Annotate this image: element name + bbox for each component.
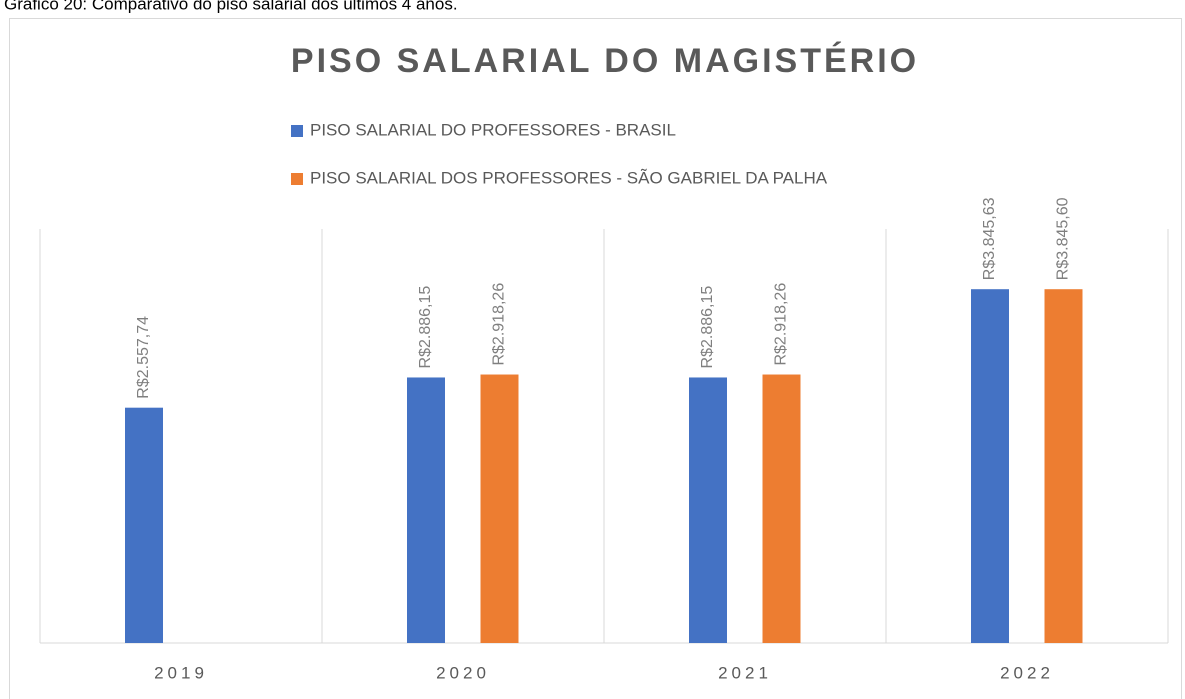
bar	[689, 377, 727, 643]
value-label: R$2.918,26	[773, 283, 790, 366]
bar	[407, 377, 445, 643]
chart-title: PISO SALARIAL DO MAGISTÉRIO	[291, 42, 919, 80]
legend-label: PISO SALARIAL DOS PROFESSORES - SÃO GABR…	[310, 168, 828, 187]
value-label: R$2.557,74	[135, 316, 152, 399]
bar	[971, 289, 1009, 643]
value-label: R$2.918,26	[491, 283, 508, 366]
x-tick-label: 2022	[1000, 663, 1054, 682]
bar	[1044, 289, 1083, 643]
legend-swatch	[291, 125, 303, 137]
legend-swatch	[291, 173, 303, 185]
bar	[480, 374, 519, 643]
chart-frame	[9, 18, 1182, 699]
value-label: R$3.845,63	[981, 197, 998, 280]
value-label: R$2.886,15	[699, 286, 716, 369]
caption: Gráfico 20: Comparativo do piso salarial…	[4, 0, 458, 13]
bar	[125, 407, 163, 643]
value-label: R$3.845,60	[1055, 197, 1072, 280]
x-tick-label: 2020	[436, 663, 490, 682]
legend-label: PISO SALARIAL DO PROFESSORES - BRASIL	[310, 120, 676, 139]
x-tick-label: 2021	[718, 663, 772, 682]
bar	[762, 374, 801, 643]
value-label: R$2.886,15	[417, 286, 434, 369]
x-tick-label: 2019	[154, 663, 208, 682]
